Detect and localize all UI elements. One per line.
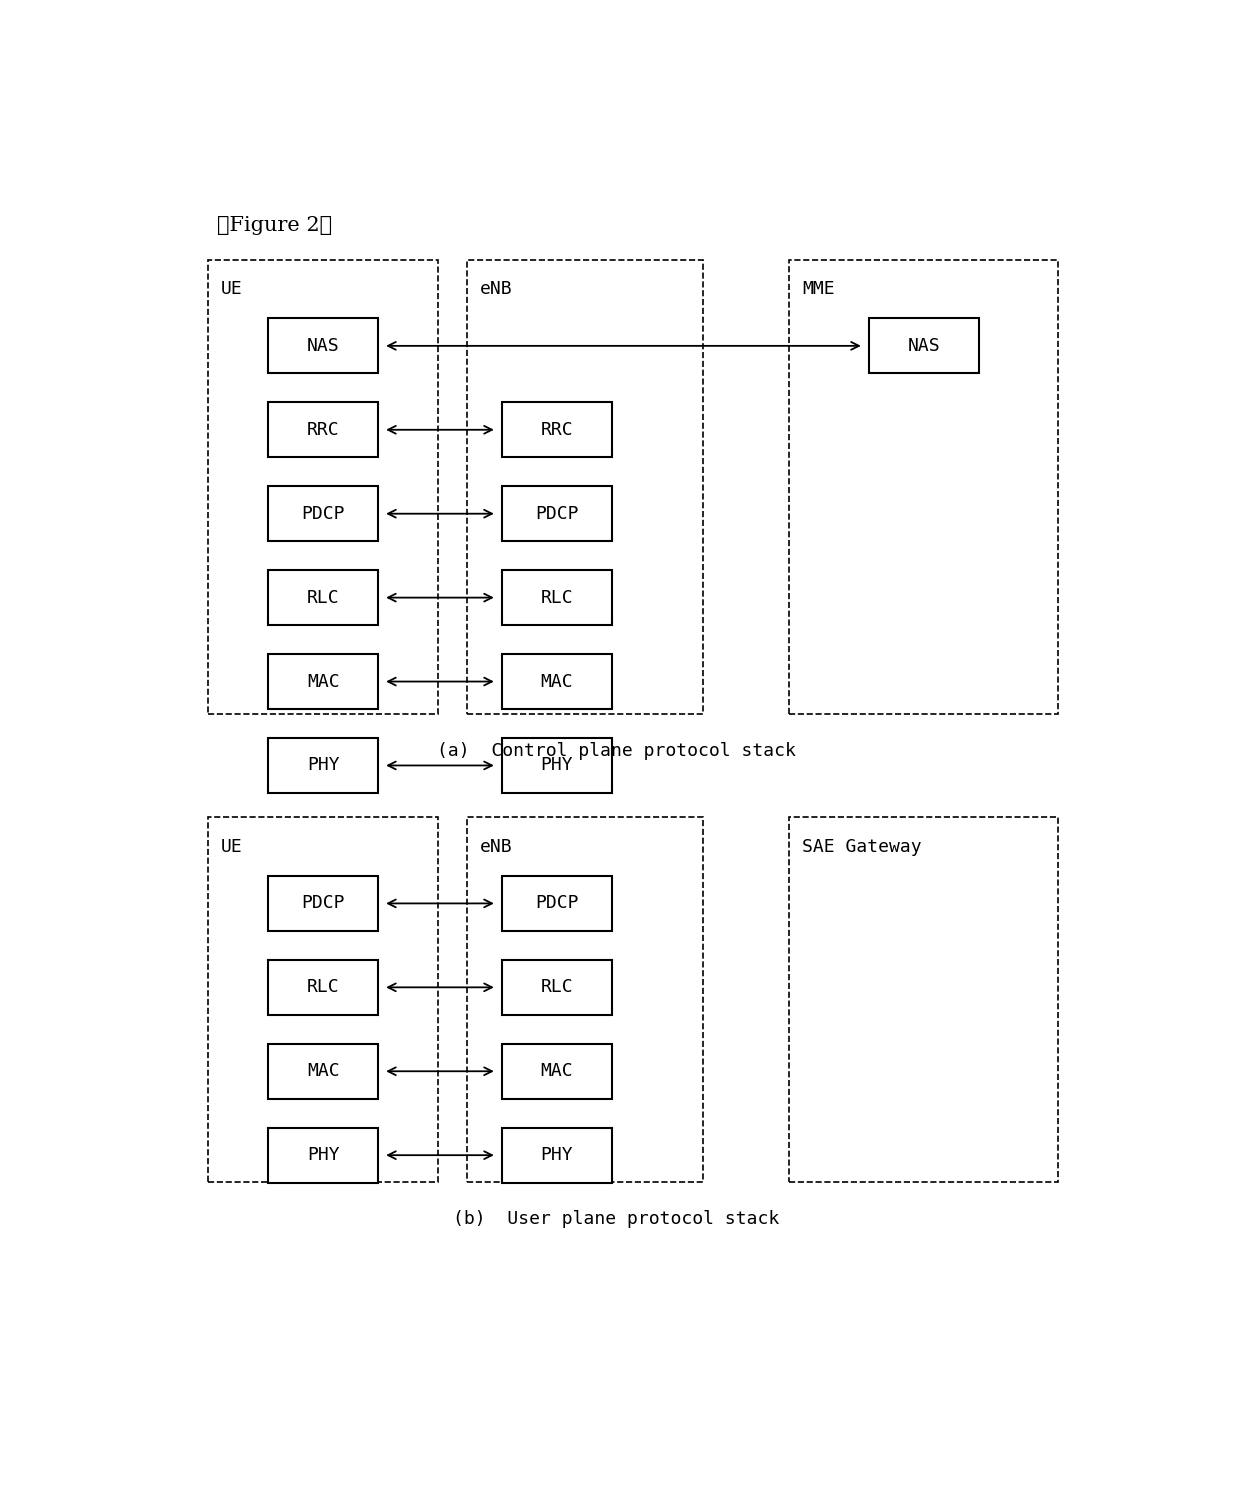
Bar xyxy=(467,817,703,1181)
Text: PDCP: PDCP xyxy=(301,894,345,912)
Bar xyxy=(268,402,378,457)
Bar xyxy=(501,960,613,1015)
Text: PHY: PHY xyxy=(306,757,340,775)
Bar xyxy=(501,1127,613,1182)
Bar xyxy=(467,260,703,714)
Text: MAC: MAC xyxy=(541,1062,573,1081)
Text: eNB: eNB xyxy=(480,838,512,855)
Bar xyxy=(268,654,378,709)
Text: 【Figure 2】: 【Figure 2】 xyxy=(217,216,332,234)
Text: RLC: RLC xyxy=(541,588,573,606)
Text: PDCP: PDCP xyxy=(534,894,579,912)
Text: (a)  Control plane protocol stack: (a) Control plane protocol stack xyxy=(436,742,796,760)
Bar xyxy=(501,402,613,457)
Bar xyxy=(208,817,439,1181)
Text: SAE Gateway: SAE Gateway xyxy=(802,838,921,855)
Text: RRC: RRC xyxy=(306,421,340,439)
Text: PHY: PHY xyxy=(541,757,573,775)
Bar xyxy=(268,1044,378,1099)
Text: PHY: PHY xyxy=(306,1147,340,1165)
Text: (b)  User plane protocol stack: (b) User plane protocol stack xyxy=(453,1211,780,1229)
Bar xyxy=(268,570,378,626)
Bar xyxy=(268,1127,378,1182)
Bar xyxy=(268,960,378,1015)
Text: RLC: RLC xyxy=(541,978,573,996)
Text: RRC: RRC xyxy=(541,421,573,439)
Bar xyxy=(501,738,613,793)
Text: NAS: NAS xyxy=(306,337,340,355)
Bar xyxy=(268,876,378,932)
Bar xyxy=(268,738,378,793)
Bar xyxy=(789,260,1058,714)
Text: MAC: MAC xyxy=(541,672,573,691)
Text: MME: MME xyxy=(802,281,835,299)
Bar xyxy=(268,487,378,542)
Bar xyxy=(501,487,613,542)
Text: eNB: eNB xyxy=(480,281,512,299)
Text: PHY: PHY xyxy=(541,1147,573,1165)
Text: NAS: NAS xyxy=(908,337,940,355)
Bar xyxy=(501,654,613,709)
Text: UE: UE xyxy=(221,838,242,855)
Text: RLC: RLC xyxy=(306,978,340,996)
Bar xyxy=(268,318,378,373)
Text: MAC: MAC xyxy=(306,672,340,691)
Text: PDCP: PDCP xyxy=(301,505,345,523)
Bar xyxy=(501,1044,613,1099)
Bar xyxy=(501,876,613,932)
Text: PDCP: PDCP xyxy=(534,505,579,523)
Bar xyxy=(868,318,980,373)
Text: MAC: MAC xyxy=(306,1062,340,1081)
Bar xyxy=(208,260,439,714)
Text: UE: UE xyxy=(221,281,242,299)
Bar xyxy=(789,817,1058,1181)
Text: RLC: RLC xyxy=(306,588,340,606)
Bar xyxy=(501,570,613,626)
